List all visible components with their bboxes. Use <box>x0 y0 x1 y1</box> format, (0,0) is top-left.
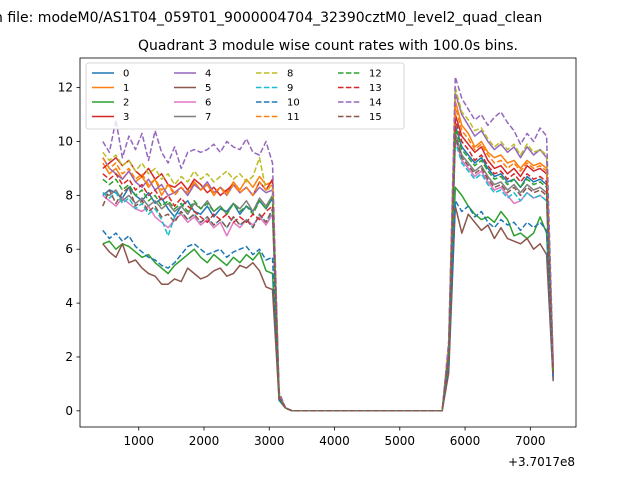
legend-label-6: 6 <box>205 98 211 109</box>
y-tick-label: 6 <box>65 242 73 256</box>
x-tick-label: 2000 <box>189 434 220 448</box>
y-tick-label: 2 <box>65 350 73 364</box>
legend-label-9: 9 <box>287 83 293 94</box>
axes-frame <box>79 57 577 428</box>
figure-suptitle: n file: modeM0/AS1T04_059T01_9000004704_… <box>0 10 542 26</box>
legend-box <box>85 62 405 130</box>
legend-label-8: 8 <box>287 69 293 80</box>
x-tick-label: 5000 <box>385 434 416 448</box>
x-tick-label: 3000 <box>254 434 285 448</box>
legend-label-4: 4 <box>205 69 211 80</box>
legend-label-1: 1 <box>123 83 129 94</box>
legend-label-15: 15 <box>369 112 382 123</box>
y-tick-label: 10 <box>58 134 73 148</box>
y-tick-label: 12 <box>58 81 73 95</box>
legend-label-7: 7 <box>205 112 211 123</box>
x-tick-label: 1000 <box>123 434 154 448</box>
legend-label-12: 12 <box>369 69 382 80</box>
legend-label-3: 3 <box>123 112 129 123</box>
legend-label-10: 10 <box>287 98 300 109</box>
legend-label-5: 5 <box>205 83 211 94</box>
x-tick-label: 6000 <box>450 434 481 448</box>
legend-label-2: 2 <box>123 98 129 109</box>
x-axis-offset-label: +3.7017e8 <box>508 455 575 469</box>
series-line-9 <box>102 140 554 412</box>
y-tick-label: 4 <box>65 296 73 310</box>
y-tick-label: 8 <box>65 188 73 202</box>
legend-label-0: 0 <box>123 69 129 80</box>
legend-label-14: 14 <box>369 98 382 109</box>
x-tick-label: 7000 <box>515 434 546 448</box>
legend-label-13: 13 <box>369 83 382 94</box>
series-line-10 <box>102 200 554 412</box>
y-tick-label: 0 <box>65 404 73 418</box>
x-tick-label: 4000 <box>319 434 350 448</box>
series-layer <box>102 76 554 412</box>
series-line-15 <box>102 135 554 412</box>
chart-title: Quadrant 3 module wise count rates with … <box>138 38 518 54</box>
legend-label-11: 11 <box>287 112 300 123</box>
